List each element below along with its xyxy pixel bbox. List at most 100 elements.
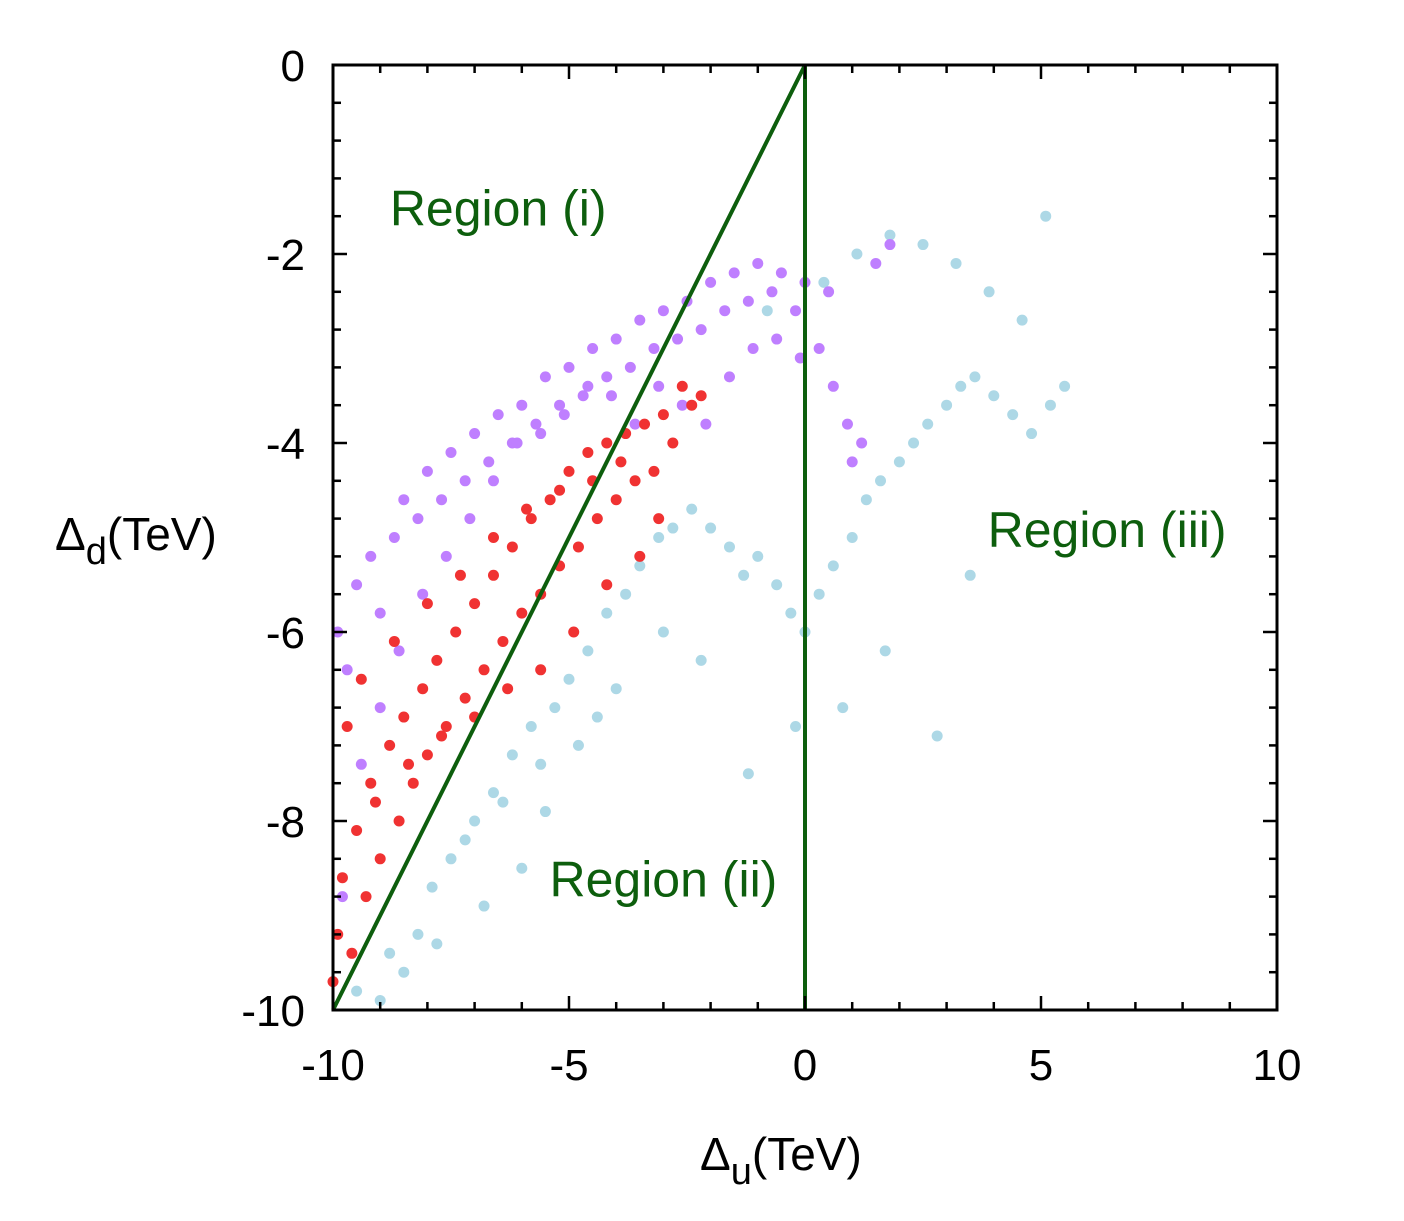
- data-point: [530, 418, 542, 430]
- data-point: [601, 437, 613, 449]
- data-point: [511, 437, 523, 449]
- data-point: [601, 607, 613, 619]
- data-point: [955, 380, 967, 392]
- y-axis-label-subscript: d: [86, 531, 107, 573]
- points-layer: [327, 210, 1071, 1007]
- data-point: [818, 276, 830, 288]
- data-point: [870, 257, 882, 269]
- data-point: [1040, 210, 1052, 222]
- data-point: [464, 513, 476, 525]
- data-point: [487, 569, 499, 581]
- data-point: [846, 532, 858, 543]
- data-point: [837, 702, 849, 714]
- data-point: [634, 550, 646, 562]
- data-point: [403, 758, 415, 770]
- data-point: [601, 579, 613, 591]
- data-point: [554, 484, 566, 496]
- data-point: [719, 305, 731, 317]
- data-point: [374, 995, 386, 1007]
- region-annotation: Region (ii): [549, 852, 777, 908]
- x-tick-label: 0: [793, 1041, 817, 1090]
- data-point: [841, 418, 853, 430]
- data-point: [605, 390, 617, 402]
- data-point: [351, 824, 363, 836]
- data-point: [695, 390, 707, 402]
- data-point: [436, 730, 448, 742]
- data-point: [790, 305, 802, 317]
- data-point: [908, 437, 920, 449]
- data-point: [846, 456, 858, 468]
- data-point: [497, 796, 509, 808]
- data-point: [506, 749, 518, 761]
- data-point: [365, 777, 377, 789]
- data-point: [653, 532, 665, 543]
- series-violet_series: [332, 239, 896, 903]
- data-point: [1044, 399, 1056, 411]
- y-axis-label-unit: (TeV): [107, 508, 217, 560]
- data-point: [771, 333, 783, 345]
- region-annotation: Region (iii): [988, 502, 1227, 558]
- data-point: [723, 371, 735, 383]
- data-point: [1007, 409, 1019, 421]
- y-tick-label: -8: [266, 798, 305, 847]
- data-point: [657, 305, 669, 317]
- data-point: [582, 645, 594, 657]
- data-point: [851, 248, 863, 260]
- data-point: [459, 834, 471, 846]
- data-point: [629, 418, 641, 430]
- data-point: [827, 560, 839, 572]
- data-point: [336, 891, 348, 903]
- data-point: [445, 853, 457, 865]
- data-point: [369, 796, 381, 808]
- region-annotation: Region (i): [390, 181, 607, 237]
- data-point: [525, 721, 537, 732]
- data-point: [525, 513, 537, 525]
- data-point: [657, 626, 669, 638]
- data-point: [421, 598, 433, 610]
- data-point: [374, 702, 386, 714]
- data-point: [346, 947, 358, 959]
- y-tick-label: -10: [241, 987, 305, 1036]
- data-point: [521, 503, 533, 515]
- data-point: [459, 475, 471, 487]
- tick-labels: -10 -5 0 5 10 -10 -8 -6 -4 -2 0: [241, 42, 1301, 1090]
- data-point: [360, 891, 372, 903]
- data-point: [535, 758, 547, 770]
- data-point: [440, 550, 452, 562]
- data-point: [790, 721, 802, 732]
- data-point: [572, 541, 584, 553]
- data-point: [752, 257, 764, 269]
- data-point: [705, 276, 717, 288]
- data-point: [492, 409, 504, 421]
- data-point: [771, 579, 783, 591]
- data-point: [341, 721, 353, 732]
- data-point: [1016, 314, 1028, 326]
- data-point: [516, 607, 528, 619]
- data-point: [431, 654, 443, 666]
- data-point: [539, 806, 551, 818]
- data-point: [813, 588, 825, 600]
- data-point: [393, 645, 405, 657]
- data-point: [478, 900, 490, 912]
- data-point: [355, 758, 367, 770]
- data-point: [988, 390, 1000, 402]
- data-point: [506, 541, 518, 553]
- x-tick-label: -5: [549, 1041, 588, 1090]
- data-point: [421, 465, 433, 477]
- data-point: [563, 465, 575, 477]
- data-point: [610, 494, 622, 506]
- data-point: [922, 418, 934, 430]
- data-point: [388, 635, 400, 647]
- data-point: [436, 494, 448, 506]
- data-point: [629, 475, 641, 487]
- data-point: [351, 579, 363, 591]
- data-point: [398, 966, 410, 978]
- y-tick-label: -2: [266, 231, 305, 280]
- x-tick-label: -10: [301, 1041, 365, 1090]
- data-point: [766, 286, 778, 298]
- data-point: [398, 711, 410, 723]
- data-point: [469, 428, 481, 440]
- x-tick-label: 5: [1029, 1041, 1053, 1090]
- data-point: [686, 399, 698, 411]
- data-point: [672, 333, 684, 345]
